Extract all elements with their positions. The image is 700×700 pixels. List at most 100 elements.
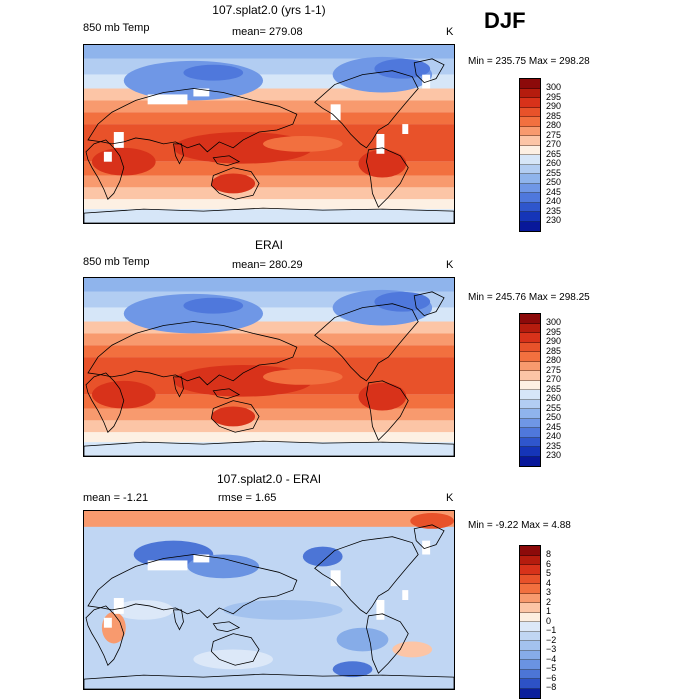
colorbar-swatch — [520, 164, 540, 174]
colorbar-swatch — [520, 136, 540, 146]
colorbar-tick-label: 5 — [546, 568, 552, 578]
colorbar-tick-label: −1 — [546, 625, 557, 635]
colorbar-tick-label: 290 — [546, 336, 562, 346]
colorbar-swatch — [520, 107, 540, 117]
colorbar-tick-label: 300 — [546, 82, 562, 92]
colorbar-tick-label: 230 — [546, 450, 562, 460]
panel-2-map — [83, 277, 455, 457]
colorbar-tick-label: 280 — [546, 355, 562, 365]
colorbar-tick-label: 2 — [546, 596, 552, 607]
colorbar-swatch — [520, 603, 540, 613]
panel-1-units: K — [446, 26, 454, 38]
colorbar-tick-label: 265 — [546, 383, 562, 394]
colorbar-tick-label: 230 — [546, 215, 562, 225]
colorbar-swatch — [520, 688, 540, 698]
colorbar-tick-label: 280 — [546, 120, 562, 130]
colorbar-swatch — [520, 174, 540, 184]
colorbar-swatch — [520, 555, 540, 565]
colorbar-tick-label: 275 — [546, 364, 562, 375]
colorbar-swatch — [520, 418, 540, 428]
colorbar-tick-label: 285 — [546, 345, 562, 356]
panel-1-colorbar-labels: 300 295 290 285 280 275 270 265 260 255 250 245 240 2… — [546, 82, 562, 226]
colorbar-tick-label: 275 — [546, 129, 562, 140]
colorbar-tick-label: −8 — [546, 682, 557, 692]
colorbar-swatch — [520, 546, 540, 556]
panel-2-title: ERAI — [254, 238, 283, 252]
colorbar-tick-label: 295 — [546, 326, 562, 337]
colorbar-tick-label: 0 — [546, 615, 552, 626]
panel-1-map — [83, 44, 455, 224]
panel-2-colorbar — [519, 313, 541, 467]
panel-2-units: K — [446, 259, 454, 271]
panel-3-mean-label: mean = -1.21 — [83, 492, 149, 504]
colorbar-tick-label: 240 — [546, 196, 562, 206]
colorbar-tick-label: 290 — [546, 101, 562, 111]
colorbar-swatch — [520, 650, 540, 660]
colorbar-swatch — [520, 447, 540, 457]
colorbar-swatch — [520, 221, 540, 231]
colorbar-swatch — [520, 622, 540, 632]
colorbar-swatch — [520, 371, 540, 381]
panel-1-variable-label: 850 mb Temp — [83, 22, 150, 34]
colorbar-swatch — [520, 79, 540, 89]
colorbar-tick-label: 270 — [546, 374, 562, 384]
panel-3-rmse-label: rmse = 1.65 — [218, 492, 277, 504]
colorbar-tick-label: 235 — [546, 205, 562, 216]
colorbar-tick-label: 260 — [546, 393, 562, 403]
colorbar-swatch — [520, 98, 540, 108]
colorbar-swatch — [520, 456, 540, 466]
colorbar-tick-label: 260 — [546, 158, 562, 168]
colorbar-swatch — [520, 183, 540, 193]
colorbar-tick-label: 240 — [546, 431, 562, 441]
colorbar-tick-label: 8 — [546, 549, 552, 559]
panel-3-units: K — [446, 492, 454, 504]
panel-3-minmax: Min = -9.22 Max = 4.88 — [468, 520, 571, 531]
colorbar-tick-label: −2 — [546, 634, 557, 645]
colorbar-swatch — [520, 333, 540, 343]
panel-1-mean-label: mean= 279.08 — [232, 26, 303, 38]
panel-1-colorbar — [519, 78, 541, 232]
colorbar-tick-label: 235 — [546, 440, 562, 451]
colorbar-swatch — [520, 155, 540, 165]
colorbar-tick-label: 245 — [546, 421, 562, 432]
colorbar-swatch — [520, 437, 540, 447]
panel-3-colorbar — [519, 545, 541, 699]
panel-1-minmax: Min = 235.75 Max = 298.28 — [468, 56, 590, 67]
colorbar-tick-label: −6 — [546, 672, 557, 683]
colorbar-swatch — [520, 126, 540, 136]
colorbar-tick-label: 6 — [546, 558, 552, 569]
panel-2-minmax: Min = 245.76 Max = 298.25 — [468, 292, 590, 303]
panel-3-colorbar-labels: 8 6 5 4 3 2 1 0 −1 −2 −3 −4 −5 −6 −8 — [546, 549, 557, 693]
colorbar-swatch — [520, 323, 540, 333]
colorbar-swatch — [520, 612, 540, 622]
colorbar-swatch — [520, 574, 540, 584]
panel-3-title: 107.splat2.0 - ERAI — [216, 472, 322, 486]
colorbar-swatch — [520, 584, 540, 594]
colorbar-tick-label: 300 — [546, 317, 562, 327]
colorbar-tick-label: 265 — [546, 148, 562, 159]
colorbar-tick-label: 245 — [546, 186, 562, 197]
colorbar-swatch — [520, 409, 540, 419]
colorbar-swatch — [520, 390, 540, 400]
colorbar-tick-label: 285 — [546, 110, 562, 121]
colorbar-swatch — [520, 361, 540, 371]
colorbar-tick-label: 270 — [546, 139, 562, 149]
colorbar-swatch — [520, 202, 540, 212]
colorbar-tick-label: 4 — [546, 577, 552, 588]
colorbar-tick-label: 3 — [546, 587, 552, 597]
colorbar-swatch — [520, 380, 540, 390]
colorbar-swatch — [520, 428, 540, 438]
colorbar-tick-label: −3 — [546, 644, 557, 654]
colorbar-swatch — [520, 593, 540, 603]
colorbar-swatch — [520, 145, 540, 155]
colorbar-tick-label: −4 — [546, 653, 557, 664]
colorbar-swatch — [520, 212, 540, 222]
colorbar-swatch — [520, 352, 540, 362]
colorbar-swatch — [520, 117, 540, 127]
colorbar-swatch — [520, 88, 540, 98]
colorbar-swatch — [520, 660, 540, 670]
colorbar-swatch — [520, 669, 540, 679]
colorbar-swatch — [520, 314, 540, 324]
colorbar-swatch — [520, 679, 540, 689]
colorbar-swatch — [520, 565, 540, 575]
